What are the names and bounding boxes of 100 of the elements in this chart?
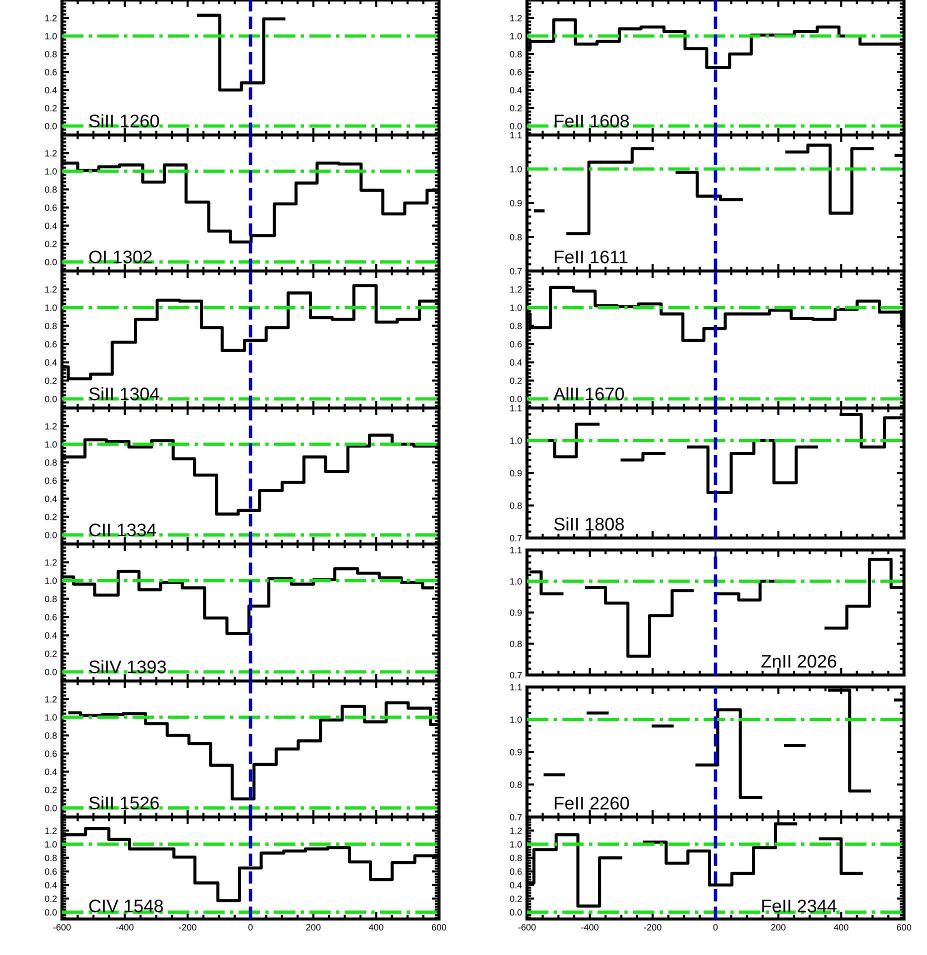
y-tick-label: 1.0	[45, 168, 57, 175]
x-tick-label: -600	[53, 924, 71, 930]
x-tick-label: -200	[644, 924, 662, 930]
y-tick-label: 1.2	[510, 828, 522, 834]
y-tick-label: 1.0	[45, 32, 57, 40]
y-tick-label: 0.6	[44, 204, 57, 211]
y-tick-label: 0.2	[44, 786, 57, 794]
y-tick-label: 1.0	[45, 578, 57, 584]
y-tick-label: 0.0	[510, 909, 522, 916]
y-tick-label: 1.2	[45, 423, 57, 430]
y-tick-label: 1.1	[510, 684, 522, 690]
y-tick-label: 0.7	[510, 268, 522, 274]
y-tick-label: 0.2	[44, 240, 57, 248]
y-tick-label: 0.8	[510, 234, 522, 240]
y-tick-label: 0.2	[510, 378, 522, 384]
x-tick-label: 0	[713, 924, 718, 930]
y-tick-label: 0.0	[44, 909, 57, 916]
annotation: FeII 2344	[762, 900, 836, 912]
annotation: SiII 1526	[89, 796, 159, 810]
y-tick-label: 0.4	[44, 222, 57, 230]
y-tick-label: 0.8	[44, 596, 57, 602]
y-tick-label: 0.8	[44, 854, 57, 862]
y-tick-label: 1.0	[510, 841, 522, 848]
y-tick-label: 0.6	[510, 341, 522, 348]
y-tick-label: 0.6	[44, 868, 57, 875]
annotation: CII 1334	[89, 524, 156, 536]
x-tick-label: -400	[581, 924, 599, 930]
y-tick-label: 0.0	[44, 668, 57, 676]
annotation: AlII 1670	[553, 387, 624, 400]
y-tick-label: 1.1	[510, 547, 522, 554]
annotation: FeII 2260	[554, 796, 629, 810]
y-tick-label: 0.8	[510, 854, 522, 862]
y-tick-label: 0.2	[510, 104, 522, 112]
y-tick-label: 0.0	[510, 396, 522, 402]
y-tick-label: 0.4	[44, 496, 57, 502]
y-tick-label: 1.0	[45, 304, 57, 311]
y-tick-label: 1.0	[510, 578, 522, 585]
x-tick-label: 600	[896, 924, 912, 930]
x-tick-label: -400	[116, 924, 134, 930]
annotation: FeII 1608	[554, 114, 629, 128]
annotation: SiII 1808	[554, 517, 624, 531]
y-tick-label: 0.2	[44, 514, 57, 520]
y-tick-label: 0.8	[44, 186, 57, 193]
y-tick-label: 0.0	[44, 258, 57, 266]
y-tick-label: 0.6	[44, 341, 57, 348]
y-tick-label: 1.2	[45, 150, 57, 156]
y-tick-label: 1.2	[45, 828, 57, 834]
y-tick-label: 1.2	[45, 696, 57, 702]
y-tick-label: 1.2	[45, 14, 57, 22]
y-tick-label: 0.8	[44, 50, 57, 58]
y-tick-label: 0.4	[510, 359, 522, 366]
annotation: ZnII 2026	[761, 654, 836, 668]
y-tick-label: 1.0	[45, 441, 57, 448]
y-tick-label: 0.4	[44, 359, 57, 366]
y-tick-label: 1.0	[45, 841, 57, 848]
y-tick-label: 0.8	[510, 502, 522, 509]
annotation: SiIV 1393	[89, 660, 166, 674]
y-tick-label: 0.6	[510, 868, 522, 875]
y-tick-label: 1.2	[510, 14, 522, 22]
y-tick-label: 0.2	[44, 650, 57, 657]
y-tick-label: 0.8	[44, 322, 57, 330]
y-tick-label: 1.0	[45, 714, 57, 721]
y-tick-label: 1.2	[510, 286, 522, 293]
y-tick-label: 0.2	[44, 104, 57, 112]
y-tick-label: 0.4	[44, 768, 57, 776]
y-tick-label: 0.0	[44, 396, 57, 402]
y-tick-label: 1.0	[510, 304, 522, 311]
x-tick-label: -200	[179, 924, 196, 930]
y-tick-label: 0.9	[510, 748, 522, 756]
y-tick-label: 0.6	[44, 478, 57, 484]
y-tick-label: 0.8	[510, 322, 522, 330]
y-tick-label: 1.1	[510, 405, 522, 412]
y-tick-label: 0.6	[44, 614, 57, 620]
y-tick-label: 0.8	[510, 640, 522, 648]
x-tick-label: 400	[368, 924, 384, 930]
y-tick-label: 0.6	[44, 68, 57, 76]
y-tick-label: 0.8	[44, 459, 57, 466]
y-tick-label: 1.0	[510, 716, 522, 723]
y-tick-label: 0.8	[510, 50, 522, 58]
y-tick-label: 0.0	[44, 532, 57, 538]
y-tick-label: 1.0	[510, 437, 522, 444]
y-tick-label: 0.7	[510, 814, 522, 820]
x-tick-label: -600	[518, 924, 536, 930]
y-tick-label: 0.2	[44, 896, 57, 902]
annotation: CIV 1548	[89, 900, 163, 912]
y-tick-label: 0.0	[510, 122, 522, 130]
x-tick-label: 400	[834, 924, 848, 930]
x-tick-label: 200	[771, 924, 786, 930]
y-tick-label: 1.1	[510, 132, 522, 138]
y-tick-label: 0.7	[510, 534, 522, 542]
y-tick-label: 0.4	[510, 882, 522, 888]
y-tick-label: 0.9	[510, 470, 522, 476]
annotation: SiII 1260	[89, 114, 159, 128]
y-tick-label: 1.0	[510, 166, 522, 172]
annotation: OI 1302	[89, 250, 152, 264]
y-tick-label: 0.2	[510, 896, 522, 902]
y-tick-label: 0.9	[510, 609, 522, 616]
y-tick-label: 0.9	[510, 200, 522, 206]
x-tick-label: 0	[248, 924, 253, 930]
y-tick-label: 0.0	[44, 122, 57, 130]
